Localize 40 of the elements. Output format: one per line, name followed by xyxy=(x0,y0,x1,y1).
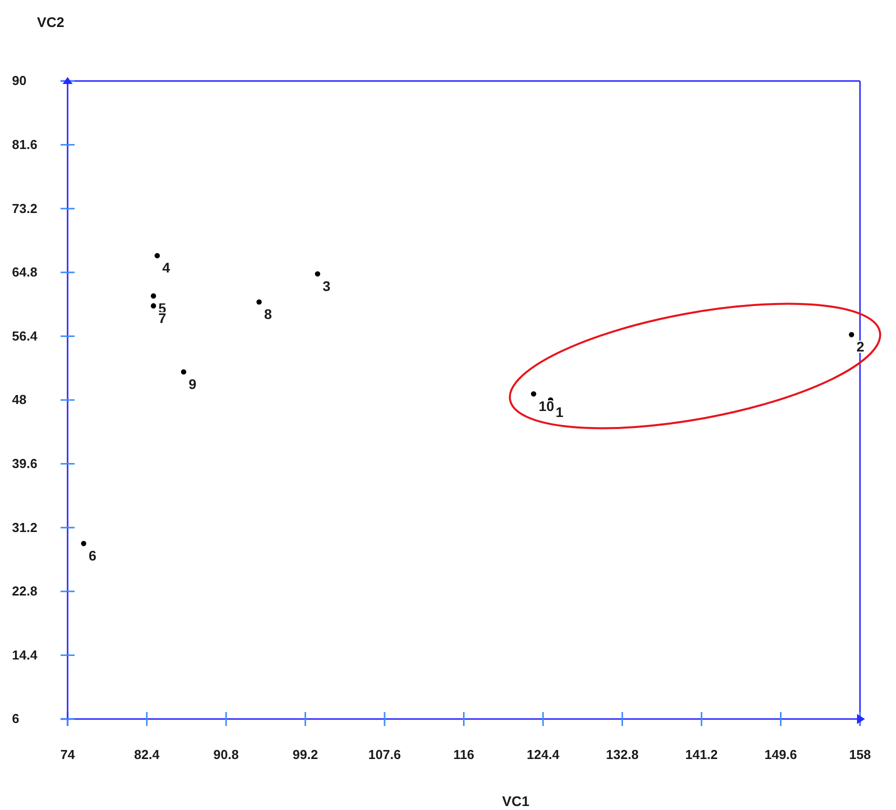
point xyxy=(314,271,320,277)
x-tick-label: 149.6 xyxy=(764,747,798,762)
y-tick-label: 64.8 xyxy=(12,264,38,280)
y-tick-label: 14.4 xyxy=(12,647,38,662)
point xyxy=(530,391,536,397)
annotation: 4 xyxy=(162,260,170,276)
y-tick-label: 90 xyxy=(12,73,26,88)
x-tick-label: 99.2 xyxy=(292,747,318,762)
x-tick-label: 124.4 xyxy=(526,747,560,762)
point xyxy=(154,253,160,258)
annotation: 9 xyxy=(188,376,197,392)
annotation: 10 xyxy=(538,398,554,414)
annotation: 8 xyxy=(264,306,272,322)
y-tick-label: 81.6 xyxy=(12,136,38,152)
x-tick-label: 107.6 xyxy=(368,747,401,762)
point xyxy=(150,293,156,299)
x-tick-label: 74 xyxy=(60,747,76,762)
x-tick-label: 116 xyxy=(453,747,474,762)
y-tick-label: 22.8 xyxy=(12,584,38,599)
point xyxy=(256,299,262,305)
y-tick-label: 48 xyxy=(12,392,26,408)
y-tick-label: 31.2 xyxy=(12,520,38,535)
point xyxy=(848,332,854,338)
y-axis-title: VC2 xyxy=(37,14,64,30)
x-tick-label: 132.8 xyxy=(606,747,639,762)
y-tick-label: 39.6 xyxy=(12,456,38,471)
point xyxy=(150,303,156,308)
annotation: 1 xyxy=(556,404,564,420)
annotation: 3 xyxy=(322,278,331,294)
annotation: 6 xyxy=(88,548,97,564)
y-tick-label: 73.2 xyxy=(12,200,38,216)
point xyxy=(180,369,186,375)
y-tick-label: 56.4 xyxy=(12,328,38,344)
x-tick-label: 158 xyxy=(849,747,871,762)
x-axis-title: VC1 xyxy=(502,793,530,809)
x-tick-label: 90.8 xyxy=(213,747,239,762)
x-tick-label: 141.2 xyxy=(685,747,718,762)
point xyxy=(80,540,86,546)
y-tick-label: 6 xyxy=(12,711,20,726)
x-tick-label: 82.4 xyxy=(134,747,160,762)
